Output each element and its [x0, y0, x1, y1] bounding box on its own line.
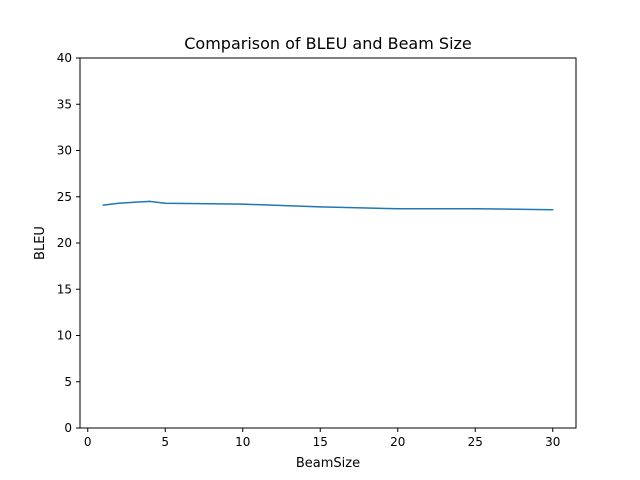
data-point: [164, 202, 166, 204]
chart-title: Comparison of BLEU and Beam Size: [184, 34, 472, 53]
x-tick-label: 25: [468, 435, 483, 449]
x-tick-label: 5: [161, 435, 169, 449]
y-tick-label: 25: [57, 190, 72, 204]
data-point: [149, 200, 151, 203]
data-point: [397, 208, 399, 210]
y-tick-label: 10: [57, 329, 72, 343]
x-axis: 0 5 10 15 20 25 30: [84, 428, 560, 449]
y-axis-label: BLEU: [33, 226, 48, 260]
data-point: [242, 203, 244, 205]
y-tick-label: 0: [64, 421, 72, 435]
y-tick-label: 15: [57, 282, 72, 296]
data-point: [118, 202, 120, 204]
x-tick-label: 0: [84, 435, 92, 449]
y-tick-label: 35: [57, 97, 72, 111]
series-layer: [102, 200, 554, 211]
plot-area: [79, 57, 577, 429]
y-tick-label: 40: [57, 51, 72, 65]
x-tick-label: 20: [390, 435, 405, 449]
data-point: [102, 204, 104, 206]
y-axis: 0 5 10 15 20 25 30 35 40: [57, 51, 80, 435]
data-point: [474, 208, 476, 210]
x-tick-label: 15: [313, 435, 328, 449]
x-tick-label: 10: [235, 435, 250, 449]
series-line: [103, 200, 553, 211]
y-tick-label: 30: [57, 144, 72, 158]
y-tick-label: 5: [64, 375, 72, 389]
x-tick-label: 30: [545, 435, 560, 449]
data-point: [552, 208, 554, 211]
x-axis-label: BeamSize: [296, 456, 360, 471]
y-tick-label: 20: [57, 236, 72, 250]
data-point: [319, 206, 321, 208]
data-point: [133, 201, 135, 204]
